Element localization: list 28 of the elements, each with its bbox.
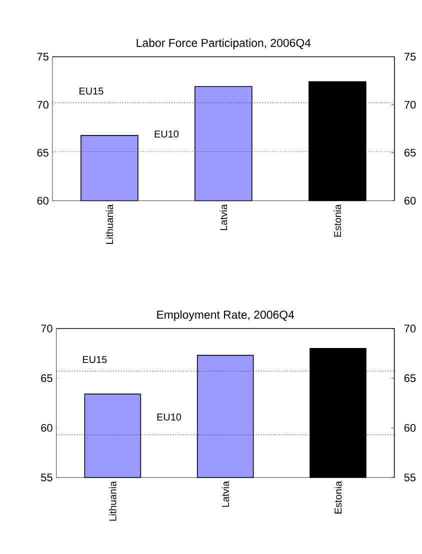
y2-tick-label: 65: [404, 374, 416, 382]
y-tick-label: 65: [37, 148, 48, 157]
x-tick-label: Lithuania: [109, 481, 116, 521]
y2-tick-label: 70: [404, 324, 416, 332]
y-tick-label: 70: [41, 324, 52, 332]
ref-line-label: EU10: [154, 130, 179, 138]
y-tick-label: 70: [37, 100, 48, 109]
chart-title: Labor Force Participation, 2006Q4: [136, 38, 311, 50]
y2-tick-label: 70: [404, 100, 416, 109]
y-tick-label: 55: [41, 474, 52, 482]
y2-tick-label: 65: [404, 148, 416, 157]
y-tick-label: 65: [41, 374, 52, 382]
chart-title: Employment Rate, 2006Q4: [157, 310, 294, 322]
x-tick-label: Latvia: [222, 481, 229, 507]
y-tick-label: 60: [41, 424, 52, 432]
x-tick-label: Latvia: [220, 204, 228, 230]
x-tick-label: Estonia: [334, 481, 342, 514]
ref-line-label: EU15: [82, 356, 107, 364]
y2-tick-label: 60: [404, 424, 416, 432]
y-tick-label: 75: [37, 52, 48, 61]
y2-tick-label: 55: [404, 474, 416, 482]
y2-tick-label: 75: [404, 52, 416, 61]
y2-tick-label: 60: [404, 196, 416, 205]
x-tick-label: Lithuania: [106, 204, 114, 244]
ref-line-label: EU10: [157, 414, 182, 421]
ref-line-label: EU15: [80, 88, 104, 95]
x-tick-label: Estonia: [334, 204, 342, 237]
y-tick-label: 60: [37, 196, 48, 205]
